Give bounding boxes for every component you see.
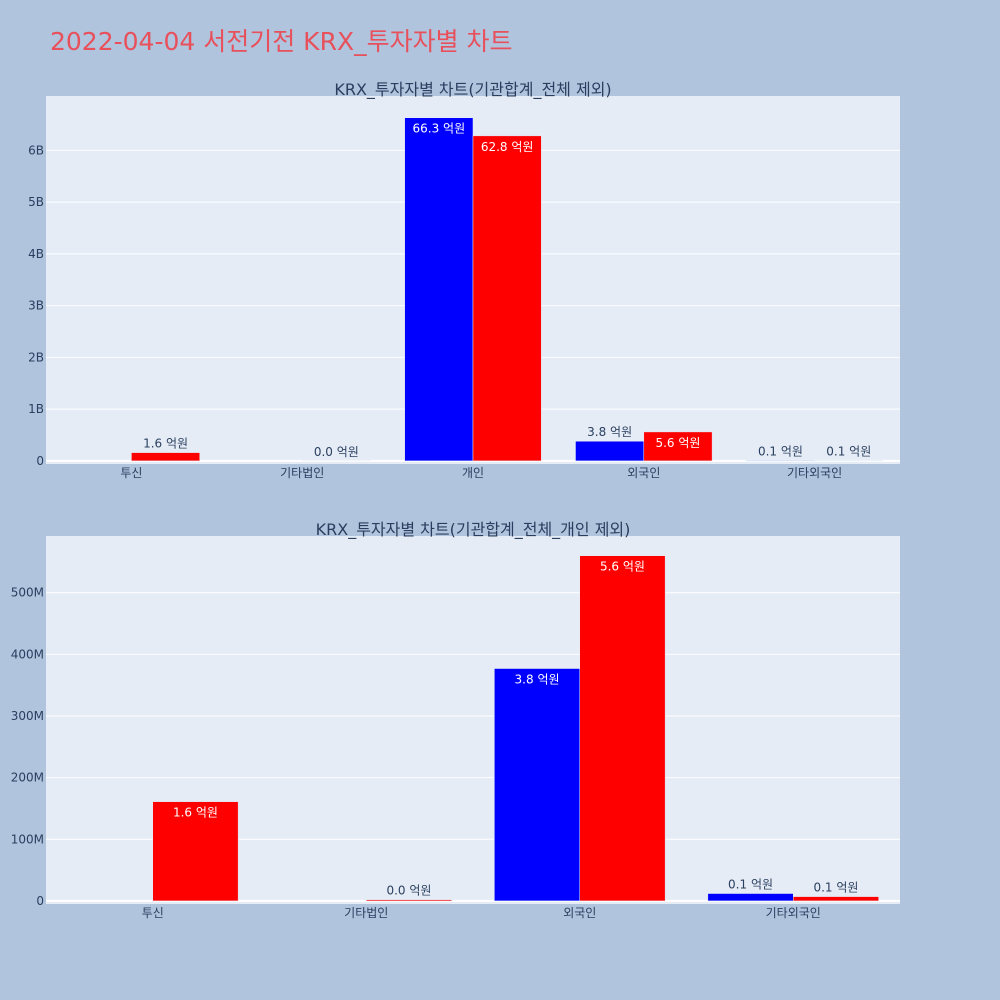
data-label: 3.8 억원	[515, 673, 560, 687]
bar-red	[152, 801, 239, 902]
y-tick-label: 1B	[28, 402, 44, 416]
data-label: 1.6 억원	[143, 437, 188, 451]
data-label: 1.6 억원	[173, 806, 218, 820]
data-label: 0.0 억원	[314, 445, 359, 459]
y-tick-label: 4B	[28, 247, 44, 261]
y-tick-label: 400M	[11, 647, 44, 661]
data-label: 5.6 억원	[655, 436, 700, 450]
x-tick-label: 기타외국인	[787, 466, 842, 480]
bar-blue	[404, 117, 474, 462]
bar-blue	[746, 460, 815, 462]
data-label: 0.1 억원	[813, 881, 858, 895]
subplot-title-1: KRX_투자자별 차트(기관합계_전체 제외)	[334, 80, 611, 100]
data-label: 66.3 억원	[413, 122, 466, 136]
y-tick-label: 0	[36, 894, 44, 908]
data-label: 5.6 억원	[600, 560, 645, 574]
bar-blue	[494, 668, 581, 902]
y-tick-label: 0	[36, 454, 44, 468]
y-tick-label: 3B	[28, 299, 44, 313]
y-tick-label: 5B	[28, 195, 44, 209]
data-label: 62.8 억원	[481, 140, 534, 154]
x-tick-label: 기타법인	[344, 906, 388, 920]
subplot-title-2: KRX_투자자별 차트(기관합계_전체_개인 제외)	[316, 520, 631, 540]
bar-red	[643, 431, 713, 462]
x-tick-label: 기타외국인	[766, 906, 821, 920]
y-tick-label: 500M	[11, 586, 44, 600]
bar-blue	[575, 440, 645, 462]
page-title: 2022-04-04 서전기전 KRX_투자자별 차트	[50, 27, 513, 56]
x-tick-label: 기타법인	[280, 466, 324, 480]
x-tick-label: 투신	[142, 906, 164, 920]
y-tick-label: 100M	[11, 832, 44, 846]
data-label: 0.1 억원	[758, 444, 803, 458]
x-tick-label: 외국인	[563, 906, 596, 920]
data-label: 0.1 억원	[826, 445, 871, 459]
y-tick-label: 2B	[28, 350, 44, 364]
y-tick-label: 200M	[11, 771, 44, 785]
bar-red	[366, 899, 452, 902]
x-tick-label: 외국인	[627, 466, 660, 480]
data-label: 0.1 억원	[728, 878, 773, 892]
bar-blue	[707, 893, 794, 902]
bar-red	[472, 135, 542, 462]
x-tick-label: 개인	[462, 466, 484, 480]
y-tick-label: 6B	[28, 143, 44, 157]
y-tick-label: 300M	[11, 709, 44, 723]
bar-red	[579, 555, 666, 902]
bar-red	[793, 896, 879, 902]
data-label: 0.0 억원	[386, 884, 431, 898]
x-tick-label: 투신	[120, 466, 142, 480]
data-label: 3.8 억원	[587, 425, 632, 439]
bar-red	[131, 452, 200, 462]
